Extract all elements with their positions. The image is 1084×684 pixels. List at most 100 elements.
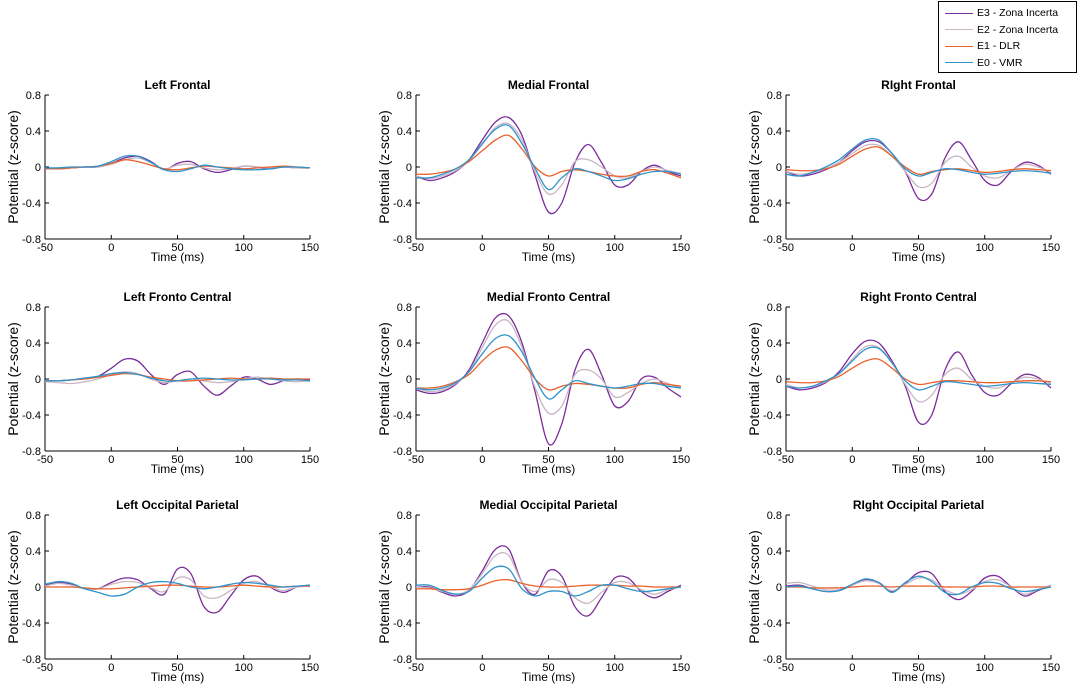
y-tick-label: -0.4 [763, 198, 782, 210]
y-tick-label: 0 [776, 374, 782, 386]
y-tick-label: 0.8 [767, 510, 782, 522]
x-tick-label: 50 [542, 454, 554, 466]
legend-line-swatch [945, 12, 973, 14]
x-axis-label: Time (ms) [151, 670, 205, 684]
x-axis-label: Time (ms) [151, 250, 205, 264]
y-tick-label: -0.8 [763, 234, 782, 246]
x-tick-label: 100 [235, 662, 253, 674]
legend-line-swatch [945, 62, 973, 63]
legend-item: E1 - DLR [945, 38, 1020, 54]
y-tick-label: 0 [406, 582, 412, 594]
y-tick-label: -0.8 [22, 234, 41, 246]
x-tick-label: 50 [171, 242, 183, 254]
y-axis-label: Potential (z-score) [376, 530, 392, 644]
series-line-0 [785, 137, 1052, 177]
legend-line-swatch [945, 29, 973, 30]
x-tick-label: 100 [235, 242, 253, 254]
series-line-3 [415, 312, 682, 446]
series-line-2 [44, 576, 311, 600]
subplot-title: Left Occipital Parietal [116, 498, 239, 512]
series-line-3 [44, 566, 311, 614]
x-tick-label: 50 [542, 662, 554, 674]
y-tick-label: 0.4 [397, 546, 412, 558]
y-tick-label: -0.4 [22, 618, 41, 630]
y-tick-label: 0.4 [767, 546, 782, 558]
series-line-2 [415, 122, 682, 196]
y-tick-label: 0.4 [397, 338, 412, 350]
y-tick-label: 0.4 [767, 338, 782, 350]
x-tick-label: 0 [849, 454, 855, 466]
y-tick-label: 0 [406, 374, 412, 386]
series-line-1 [45, 584, 311, 590]
x-tick-label: -50 [778, 242, 794, 254]
x-tick-label: 100 [606, 454, 624, 466]
series-line-0 [415, 124, 682, 191]
x-tick-label: -50 [37, 454, 53, 466]
y-axis-label: Potential (z-score) [376, 110, 392, 224]
series-line-2 [785, 143, 1052, 189]
y-tick-label: 0 [35, 162, 41, 174]
x-tick-label: -50 [778, 454, 794, 466]
y-tick-label: 0.8 [767, 302, 782, 314]
x-tick-label: 50 [912, 454, 924, 466]
y-tick-label: 0 [35, 582, 41, 594]
subplot-title: Left Frontal [145, 78, 211, 92]
y-tick-label: 0 [406, 162, 412, 174]
x-tick-label: -50 [37, 242, 53, 254]
y-tick-label: 0.4 [767, 126, 782, 138]
x-tick-label: 0 [108, 662, 114, 674]
y-tick-label: 0.4 [397, 126, 412, 138]
x-tick-label: 100 [976, 242, 994, 254]
y-tick-label: 0.4 [26, 126, 41, 138]
series-line-1 [785, 358, 1052, 386]
series-line-3 [415, 545, 682, 617]
y-axis-label: Potential (z-score) [5, 530, 21, 644]
y-tick-label: -0.4 [393, 410, 412, 422]
y-axis-label: Potential (z-score) [5, 322, 21, 436]
x-tick-label: 150 [301, 454, 319, 466]
series-line-3 [785, 570, 1052, 601]
y-tick-label: -0.4 [763, 410, 782, 422]
x-tick-label: 100 [976, 662, 994, 674]
x-tick-label: 50 [171, 662, 183, 674]
x-tick-label: 150 [301, 242, 319, 254]
subplot-title: RIght Frontal [881, 78, 956, 92]
x-tick-label: 0 [108, 454, 114, 466]
series-line-0 [785, 346, 1052, 391]
y-tick-label: 0 [776, 582, 782, 594]
y-tick-label: -0.8 [763, 654, 782, 666]
legend-label: E3 - Zona Incerta [977, 7, 1059, 19]
y-tick-label: 0.4 [26, 338, 41, 350]
legend-label: E1 - DLR [977, 40, 1021, 52]
subplot-title: Medial Occipital Parietal [479, 498, 617, 512]
legend-item: E0 - VMR [945, 55, 1023, 71]
series-line-0 [44, 154, 311, 173]
y-tick-label: -0.4 [393, 198, 412, 210]
legend-label: E0 - VMR [977, 56, 1023, 69]
subplot-title: RIght Occipital Parietal [853, 498, 984, 512]
y-tick-label: -0.8 [22, 654, 41, 666]
x-tick-label: 0 [479, 662, 485, 674]
x-tick-label: 150 [672, 242, 690, 254]
x-tick-label: 150 [1042, 242, 1060, 254]
x-tick-label: 150 [672, 662, 690, 674]
series-line-1 [415, 578, 681, 591]
legend-item: E2 - Zona Incerta [945, 22, 1058, 38]
subplot-title: Medial Frontal [508, 78, 589, 92]
series-line-0 [415, 565, 682, 597]
x-axis-label: Time (ms) [892, 462, 946, 476]
x-tick-label: 0 [849, 242, 855, 254]
y-tick-label: -0.4 [22, 410, 41, 422]
series-line-2 [785, 577, 1052, 595]
x-tick-label: -50 [408, 242, 424, 254]
series-line-2 [785, 344, 1052, 403]
x-tick-label: -50 [37, 662, 53, 674]
x-tick-label: 100 [606, 242, 624, 254]
x-tick-label: 0 [479, 242, 485, 254]
series-line-3 [415, 116, 682, 215]
x-tick-label: 150 [672, 454, 690, 466]
x-axis-label: Time (ms) [892, 670, 946, 684]
x-axis-label: Time (ms) [522, 670, 576, 684]
x-tick-label: 0 [849, 662, 855, 674]
y-tick-label: 0.8 [26, 90, 41, 102]
